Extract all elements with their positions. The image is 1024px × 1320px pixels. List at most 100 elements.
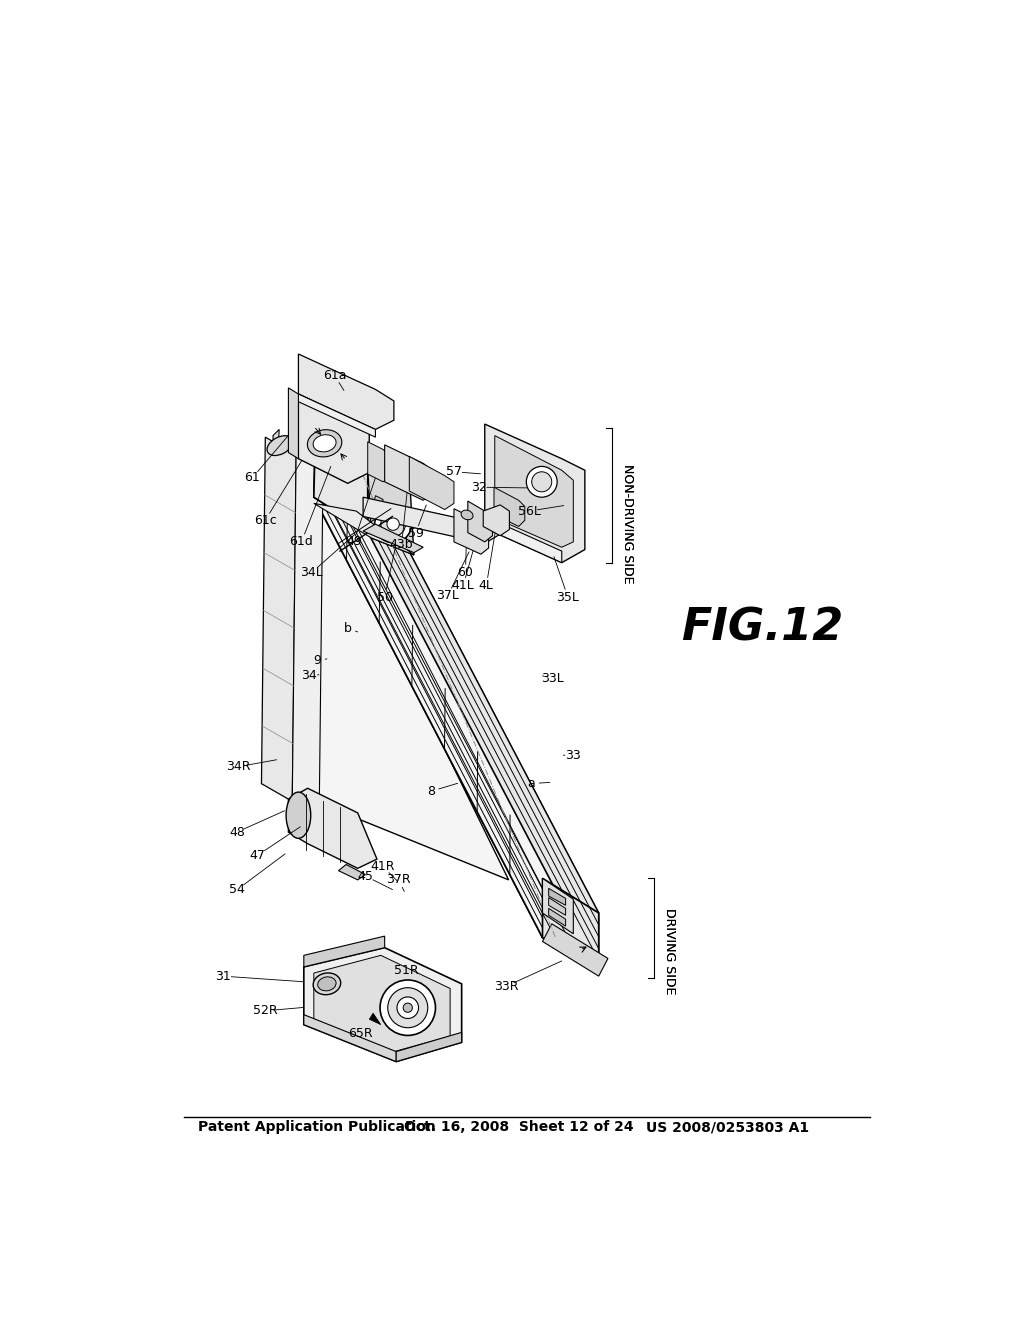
Polygon shape <box>313 498 599 973</box>
Text: 33L: 33L <box>541 672 564 685</box>
Polygon shape <box>281 436 509 880</box>
Text: 4L: 4L <box>479 579 494 593</box>
Polygon shape <box>543 878 573 933</box>
Text: 35L: 35L <box>556 591 580 603</box>
Polygon shape <box>289 788 377 869</box>
Polygon shape <box>543 924 608 977</box>
Text: 61c: 61c <box>254 513 276 527</box>
Text: 60: 60 <box>458 566 473 579</box>
Text: 65R: 65R <box>348 1027 373 1040</box>
Text: 61: 61 <box>245 471 260 484</box>
Polygon shape <box>292 455 323 813</box>
Ellipse shape <box>293 797 319 817</box>
Polygon shape <box>549 888 565 906</box>
Text: 33: 33 <box>565 748 582 762</box>
Text: 48: 48 <box>229 825 245 838</box>
Text: 51R: 51R <box>394 964 419 977</box>
Ellipse shape <box>461 510 473 520</box>
Polygon shape <box>304 1015 396 1061</box>
Text: 43b: 43b <box>390 539 414 552</box>
Polygon shape <box>396 1032 462 1061</box>
Text: 47: 47 <box>250 849 265 862</box>
Ellipse shape <box>313 973 341 995</box>
Text: 33R: 33R <box>494 979 518 993</box>
Circle shape <box>531 471 552 492</box>
Text: 8: 8 <box>427 785 435 797</box>
Text: US 2008/0253803 A1: US 2008/0253803 A1 <box>646 1121 810 1134</box>
Polygon shape <box>298 395 370 483</box>
Text: FIG.12: FIG.12 <box>681 607 843 649</box>
Polygon shape <box>374 496 383 507</box>
Circle shape <box>375 506 412 543</box>
Polygon shape <box>298 354 394 429</box>
Text: NON-DRIVING SIDE: NON-DRIVING SIDE <box>621 465 634 583</box>
Polygon shape <box>468 502 493 543</box>
Text: 37L: 37L <box>436 589 459 602</box>
Ellipse shape <box>307 430 342 457</box>
Polygon shape <box>549 898 565 915</box>
Text: 41L: 41L <box>452 579 474 593</box>
Circle shape <box>380 979 435 1035</box>
Polygon shape <box>368 442 391 482</box>
Text: 50: 50 <box>377 591 392 603</box>
Polygon shape <box>298 395 376 437</box>
Text: 34: 34 <box>301 669 317 682</box>
Polygon shape <box>339 865 366 880</box>
Polygon shape <box>304 936 385 966</box>
Text: 59: 59 <box>408 527 423 540</box>
Polygon shape <box>483 506 509 536</box>
Polygon shape <box>364 524 423 553</box>
Polygon shape <box>261 429 281 788</box>
Text: 9: 9 <box>313 653 321 667</box>
Polygon shape <box>549 908 565 927</box>
Text: 61a: 61a <box>323 370 346 381</box>
Polygon shape <box>313 436 368 532</box>
Text: 31: 31 <box>215 970 230 982</box>
Polygon shape <box>364 498 508 544</box>
Text: 32: 32 <box>471 480 486 494</box>
Polygon shape <box>484 424 585 562</box>
Polygon shape <box>543 878 599 973</box>
Text: 52R: 52R <box>253 1005 278 1018</box>
Polygon shape <box>368 469 414 554</box>
Circle shape <box>526 466 557 498</box>
Text: 54: 54 <box>229 883 245 896</box>
Circle shape <box>381 512 406 536</box>
Text: 41R: 41R <box>371 861 395 874</box>
Text: 34L: 34L <box>300 566 323 579</box>
Text: 61d: 61d <box>290 536 313 548</box>
Text: 45: 45 <box>357 870 374 883</box>
Text: Patent Application Publication: Patent Application Publication <box>199 1121 436 1134</box>
Polygon shape <box>410 457 454 510</box>
Text: 49: 49 <box>346 536 361 548</box>
Text: a: a <box>527 777 535 791</box>
Polygon shape <box>261 437 296 801</box>
Polygon shape <box>494 487 524 527</box>
Text: 34R: 34R <box>226 760 251 774</box>
Circle shape <box>397 997 419 1019</box>
Polygon shape <box>289 388 298 459</box>
Polygon shape <box>370 1014 381 1024</box>
Text: DRIVING SIDE: DRIVING SIDE <box>664 908 676 995</box>
Polygon shape <box>313 436 368 532</box>
Polygon shape <box>495 436 573 548</box>
Text: b: b <box>344 622 351 635</box>
Polygon shape <box>304 948 462 1061</box>
Polygon shape <box>454 508 488 554</box>
Text: DRIVING SIDE: DRIVING SIDE <box>664 908 676 995</box>
Circle shape <box>388 987 428 1028</box>
Circle shape <box>387 517 399 531</box>
Text: 37R: 37R <box>386 874 411 887</box>
Polygon shape <box>315 436 599 913</box>
Polygon shape <box>313 436 543 937</box>
Polygon shape <box>368 473 599 973</box>
Ellipse shape <box>267 436 293 455</box>
Ellipse shape <box>313 434 336 451</box>
Text: 56L: 56L <box>518 504 541 517</box>
Ellipse shape <box>317 977 336 991</box>
Polygon shape <box>484 516 562 562</box>
Polygon shape <box>313 503 414 554</box>
Ellipse shape <box>286 792 310 838</box>
Text: 57: 57 <box>446 465 462 478</box>
Polygon shape <box>313 956 451 1053</box>
